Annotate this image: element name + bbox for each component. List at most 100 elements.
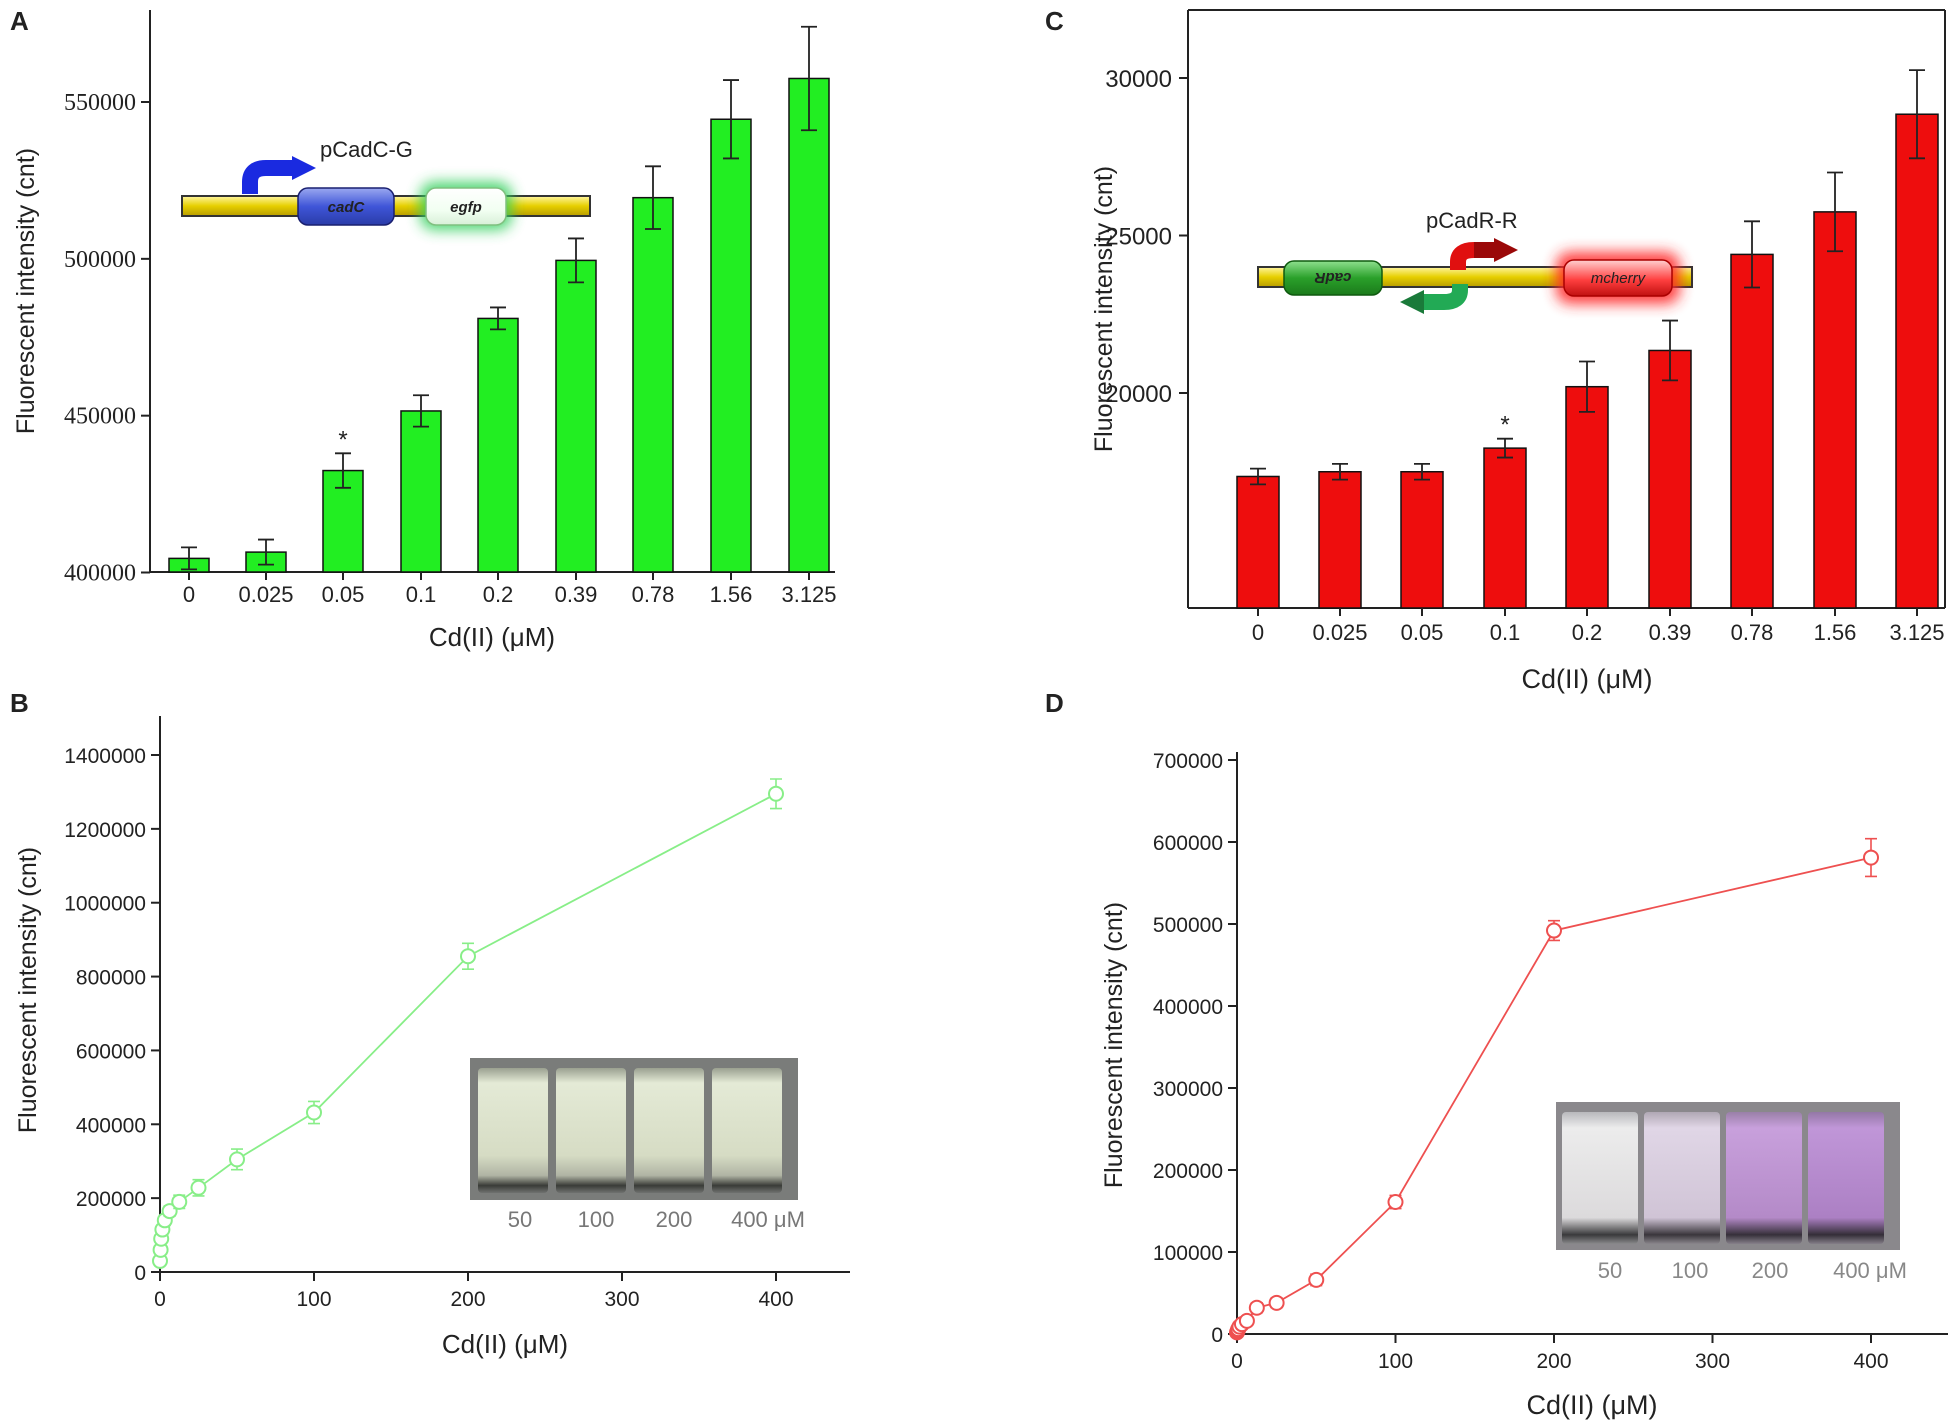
gene-label: egfp	[450, 199, 482, 216]
y-tick-label: 100000	[1153, 1242, 1223, 1265]
data-point	[306, 1104, 322, 1121]
y-axis-title: Fluorescent intensity (cnt)	[14, 847, 42, 1133]
gene-cadr	[1283, 260, 1383, 296]
error-bar	[645, 165, 661, 230]
tube	[556, 1068, 626, 1193]
y-tick-label: 600000	[76, 1040, 146, 1063]
promoter-label: pCadR-R	[1426, 208, 1518, 233]
gene-egfp	[425, 187, 507, 226]
x-tick-label: 0.05	[322, 582, 365, 607]
promoter-arrow	[242, 160, 296, 194]
bar	[788, 77, 830, 573]
tube	[1644, 1112, 1720, 1244]
bar	[1318, 471, 1362, 609]
y-tick-label: 400000	[1153, 996, 1223, 1019]
inset-label: 400 μM	[1833, 1258, 1907, 1283]
data-point	[1248, 1299, 1265, 1316]
inset-label: 50	[1598, 1258, 1622, 1283]
promoter-arrow-head	[1494, 238, 1518, 262]
x-tick-label: 0.78	[632, 582, 675, 607]
x-tick-label: 300	[1695, 1350, 1730, 1373]
y-tick-label: 500000	[1153, 914, 1223, 937]
x-axis-title: Cd(II) (μM)	[1521, 664, 1652, 694]
promoter-arrow-head	[292, 156, 316, 180]
bar	[555, 259, 597, 573]
cadr-arrow-head	[1400, 290, 1424, 314]
photo-inset-green-tubes: 50 100 200 400 μM	[470, 1058, 805, 1232]
y-tick-label: 1400000	[64, 745, 146, 768]
tube	[1562, 1112, 1638, 1244]
bar	[632, 196, 674, 573]
bar	[1648, 349, 1692, 609]
x-tick-label: 0.2	[483, 582, 514, 607]
inset-label: 200	[656, 1207, 693, 1232]
error-bar	[413, 394, 429, 428]
error-bar	[1744, 220, 1760, 289]
y-tick-label: 1200000	[64, 819, 146, 842]
panel-label-c: C	[1045, 6, 1064, 36]
x-tick-label: 200	[450, 1288, 485, 1311]
cadr-arrow	[1422, 284, 1468, 310]
tube	[1726, 1112, 1802, 1244]
gene-construct-diagram: cadR pCadR-R mcherry	[1257, 208, 1693, 314]
gene-cadc	[297, 187, 395, 226]
gene-label: cadC	[328, 199, 366, 216]
gene-label: cadR	[1314, 269, 1351, 286]
y-tick-label: 200000	[1153, 1160, 1223, 1183]
error-bar	[801, 25, 817, 132]
gene-label: mcherry	[1591, 270, 1647, 287]
chart-panel-d: 0 100000 200000 300000 400000 500000 600000 700…	[1100, 750, 1948, 1420]
x-tick-label: 0.1	[406, 582, 437, 607]
error-bar	[723, 79, 739, 160]
bar	[1483, 447, 1527, 609]
error-bar	[1909, 69, 1925, 160]
data-point	[768, 785, 784, 802]
x-tick-label: 100	[296, 1288, 331, 1311]
y-tick-label: 700000	[1153, 750, 1223, 773]
bar	[400, 410, 442, 573]
data-point	[1387, 1193, 1404, 1210]
x-tick-label: 0.2	[1572, 620, 1603, 645]
data-point	[1546, 922, 1562, 939]
promoter-label: pCadC-G	[320, 137, 413, 162]
data-point	[1238, 1312, 1255, 1329]
gene-construct-diagram: pCadC-G cadC egfp	[181, 137, 591, 230]
data-point	[171, 1193, 188, 1210]
significance-marker: *	[338, 426, 347, 453]
chart-panel-c: 20000 25000 30000 * 0 0.025 0.05 0.1 0.2 0.39 0.…	[1090, 9, 1946, 694]
x-tick-label: 1.56	[1814, 620, 1857, 645]
panel-label-a: A	[10, 6, 29, 36]
inset-label: 100	[578, 1207, 615, 1232]
bar	[1813, 211, 1857, 609]
x-tick-label: 3.125	[781, 582, 836, 607]
y-axis-title: Fluorescent intensity (cnt)	[1100, 902, 1128, 1188]
x-tick-label: 1.56	[710, 582, 753, 607]
y-axis-title: Fluorescent intensity (cnt)	[1090, 166, 1118, 452]
inset-label: 50	[508, 1207, 532, 1232]
tube	[1808, 1112, 1884, 1244]
y-axis-title: Fluorescent intensity (cnt)	[12, 148, 40, 434]
x-tick-label: 0	[154, 1288, 166, 1311]
error-bar	[1414, 462, 1430, 481]
data-point	[190, 1179, 207, 1196]
x-tick-label: 300	[604, 1288, 639, 1311]
y-tick-label: 300000	[1153, 1078, 1223, 1101]
y-tick-label: 500000	[64, 247, 136, 273]
data-point	[229, 1151, 245, 1168]
bar	[1236, 475, 1280, 609]
error-bar	[1662, 319, 1678, 382]
error-bar	[1332, 462, 1348, 481]
y-tick-label: 800000	[76, 967, 146, 990]
data-point	[1268, 1294, 1285, 1311]
inset-label: 200	[1752, 1258, 1789, 1283]
chart-panel-a: 400000 450000 500000 550000 * 0 0.025 0.05 0.1…	[12, 10, 837, 652]
panel-label-d: D	[1045, 688, 1064, 718]
x-tick-label: 400	[758, 1288, 793, 1311]
bar	[1895, 113, 1939, 609]
error-bar	[1497, 437, 1513, 459]
y-tick-label: 200000	[76, 1188, 146, 1211]
y-tick-label: 600000	[1153, 832, 1223, 855]
data-point	[161, 1203, 178, 1220]
x-tick-label: 0.39	[1649, 620, 1692, 645]
